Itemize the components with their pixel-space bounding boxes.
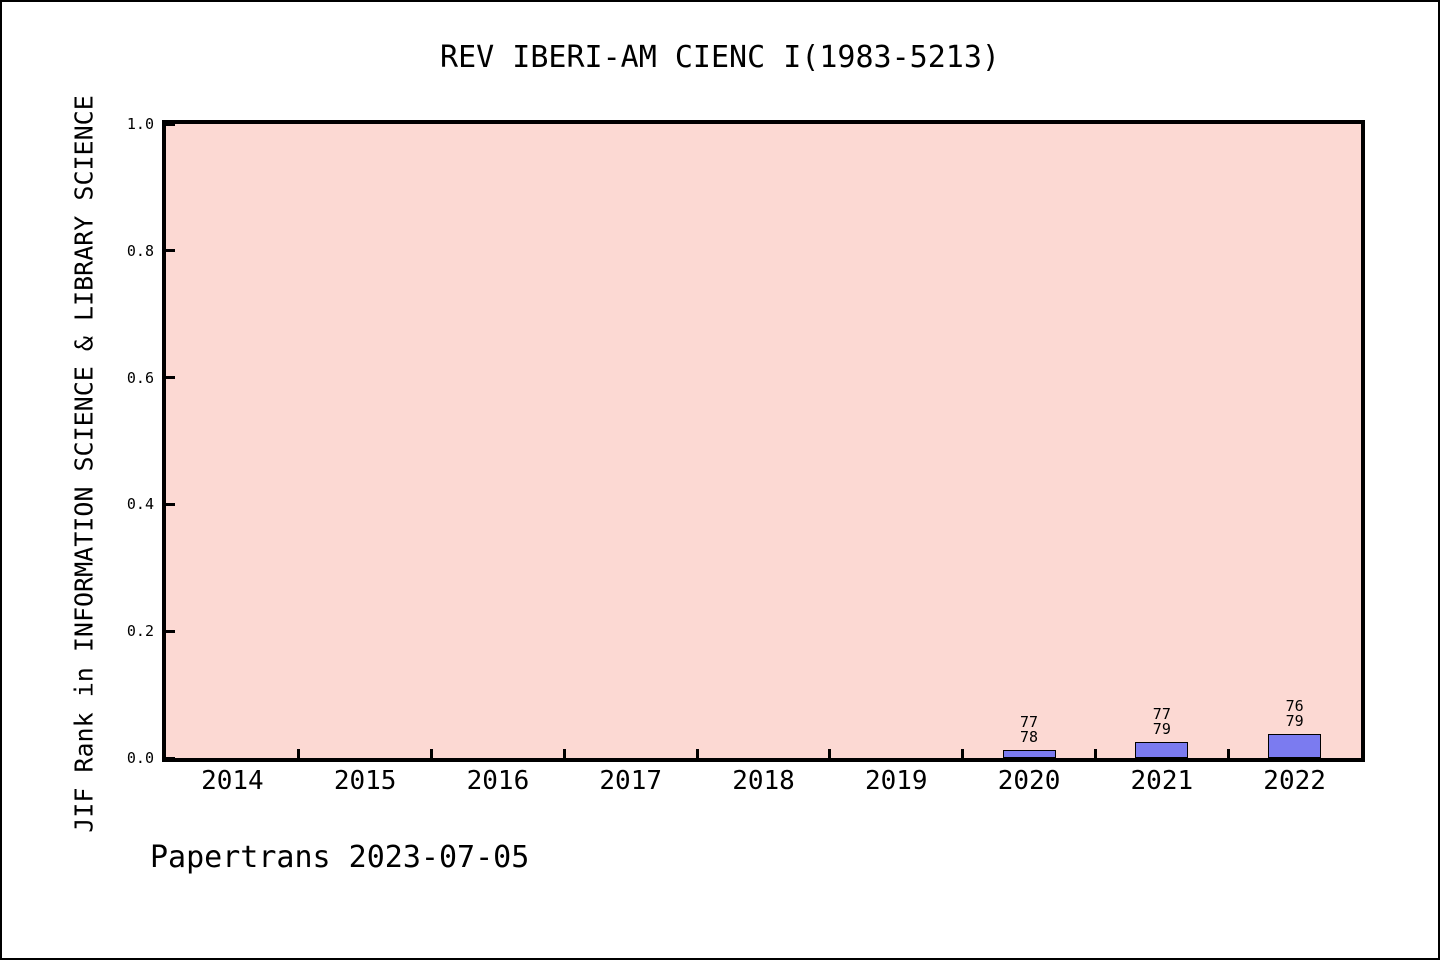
x-tick-label-2018: 2018 [732,766,795,796]
x-tick-label-2019: 2019 [864,766,928,796]
y-axis-label: JIF Rank in INFORMATION SCIENCE & LIBRAR… [69,95,99,833]
x-tick-label-2016: 2016 [466,766,530,796]
plot-area: 77 78 77 79 76 79 [162,120,1365,762]
x-tick-label-2014: 2014 [201,766,264,796]
bar-label-2022: 76 79 [1285,697,1304,730]
bar-label-2020: 77 78 [1020,713,1039,746]
y-tick [166,124,175,126]
x-tick [1226,749,1230,758]
y-tick [166,376,175,380]
x-tick [1093,749,1097,758]
x-tick-label-2022: 2022 [1263,766,1326,796]
y-tick [166,249,175,253]
bar-2021 [1135,742,1189,758]
x-tick-label-2015: 2015 [333,766,397,796]
y-tick-label-0.4: 0.4 [126,495,154,514]
bar-label-2021: 77 79 [1152,705,1171,738]
x-tick [297,749,301,758]
x-tick [562,749,566,758]
y-tick [166,502,175,506]
y-tick-label-0.2: 0.2 [126,622,154,641]
y-tick-label-0.8: 0.8 [126,241,154,260]
footer-text: Papertrans 2023-07-05 [150,840,530,875]
x-tick [828,749,832,758]
y-tick-label-0.0: 0.0 [126,749,154,767]
x-tick-label-2017: 2017 [599,766,663,796]
x-tick [430,749,434,758]
bar-2022 [1268,734,1322,758]
x-tick [695,749,699,758]
y-tick-label-0.6: 0.6 [126,368,154,387]
x-tick [961,749,965,758]
chart-title: REV IBERI-AM CIENC I(1983-5213) [440,40,1000,75]
y-tick-label-1.0: 1.0 [126,115,154,133]
y-tick [166,629,175,633]
x-tick-label-2021: 2021 [1130,766,1194,796]
x-tick-label-2020: 2020 [997,766,1061,796]
bar-2020 [1002,750,1056,758]
y-tick [166,756,175,758]
